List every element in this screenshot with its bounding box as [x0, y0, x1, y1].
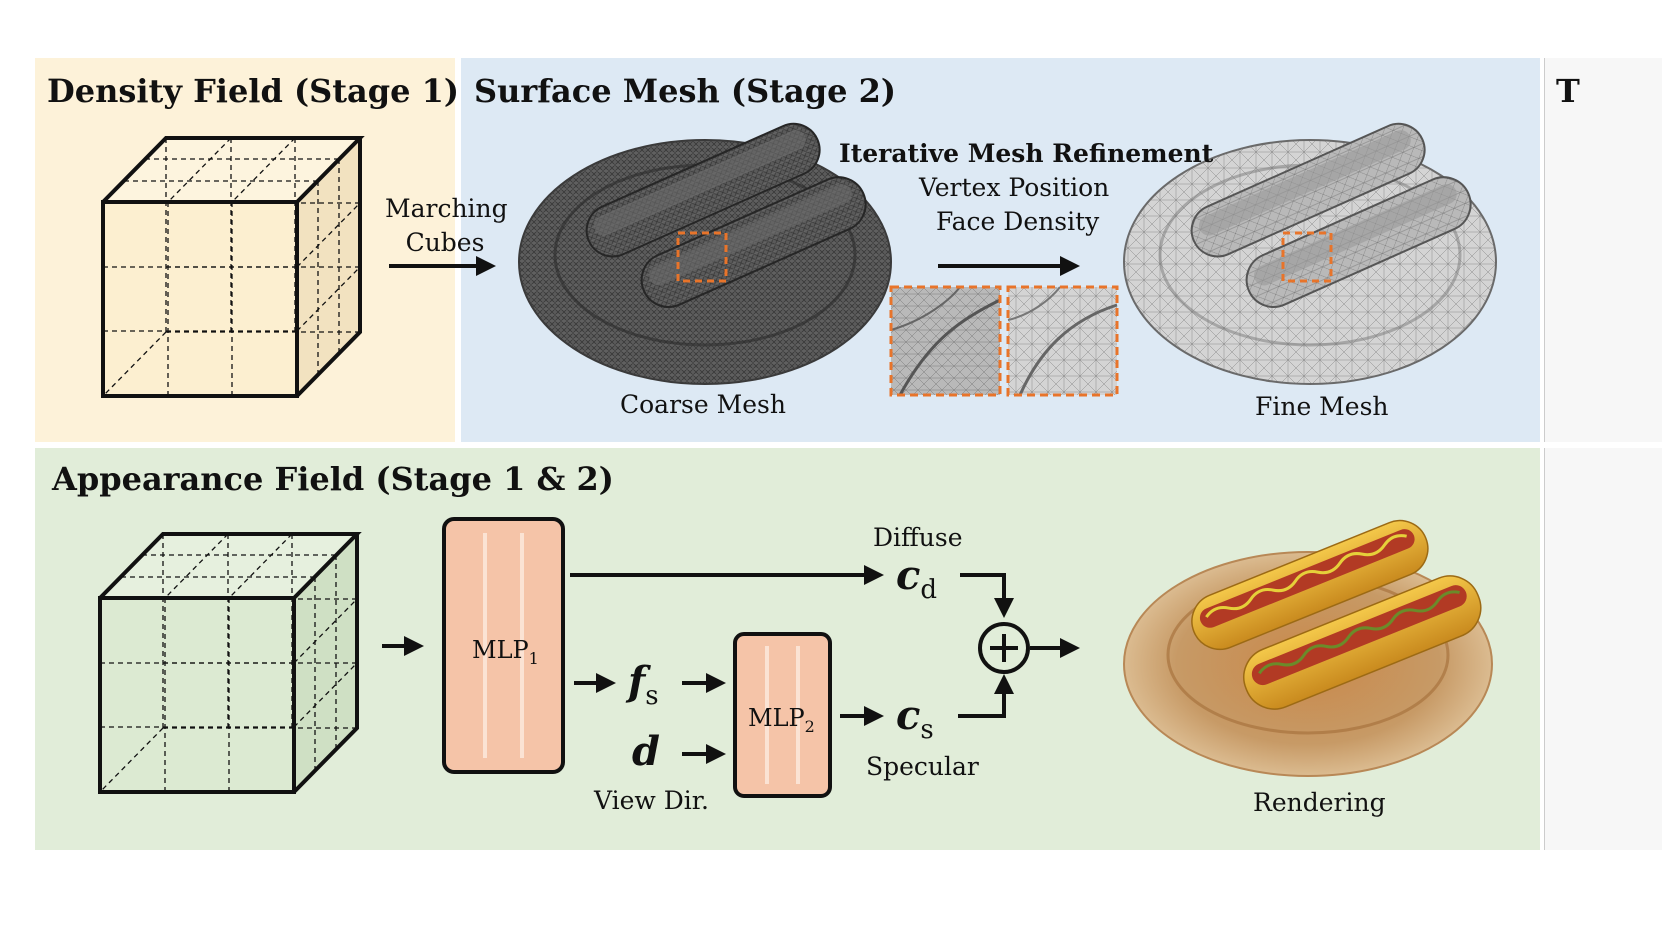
- mlp2-block: [733, 632, 832, 798]
- refinement-vertex-position: Vertex Position: [919, 173, 1110, 202]
- next-panel-title: T: [1556, 72, 1580, 110]
- density-field-title: Density Field (Stage 1): [47, 72, 460, 110]
- zoom-patch-fine: [1006, 285, 1119, 397]
- mlp2-label: MLP2: [748, 704, 815, 736]
- marching-cubes-label: Marching Cubes: [385, 194, 508, 257]
- coarse-mesh-label: Coarse Mesh: [620, 390, 786, 419]
- mlp1-block: [442, 517, 565, 774]
- specular-color-symbol: cs: [896, 692, 934, 745]
- specular-label: Specular: [866, 752, 979, 781]
- coarse-mesh-image: [518, 122, 892, 385]
- rendering-image: [1123, 519, 1493, 777]
- refinement-face-density: Face Density: [936, 207, 1100, 236]
- cd-to-plus-arrow: [960, 573, 1014, 618]
- density-cube-icon: [101, 136, 365, 398]
- refinement-title: Iterative Mesh Refinement: [839, 139, 1214, 168]
- view-direction-symbol: d: [632, 728, 660, 775]
- zoom-patch-coarse: [889, 285, 1002, 397]
- appearance-cube-icon: [98, 532, 362, 794]
- sum-operator-icon: [978, 622, 1030, 674]
- next-panel-cropped: [1544, 58, 1662, 442]
- mlp1-label: MLP1: [472, 636, 539, 668]
- view-direction-label: View Dir.: [594, 786, 709, 815]
- fine-mesh-label: Fine Mesh: [1255, 392, 1389, 421]
- rendering-label: Rendering: [1253, 788, 1386, 817]
- diffuse-label: Diffuse: [873, 523, 963, 552]
- cs-to-plus-arrow: [958, 674, 1014, 718]
- fine-highlight-box: [1281, 231, 1333, 283]
- surface-mesh-title: Surface Mesh (Stage 2): [474, 72, 896, 110]
- diffuse-color-symbol: cd: [896, 552, 938, 605]
- fine-mesh-image: [1123, 122, 1497, 385]
- specular-feature-symbol: fs: [628, 658, 659, 711]
- coarse-highlight-box: [676, 231, 728, 283]
- next-panel-cropped-lower: [1544, 448, 1662, 850]
- appearance-field-title: Appearance Field (Stage 1 & 2): [52, 460, 614, 498]
